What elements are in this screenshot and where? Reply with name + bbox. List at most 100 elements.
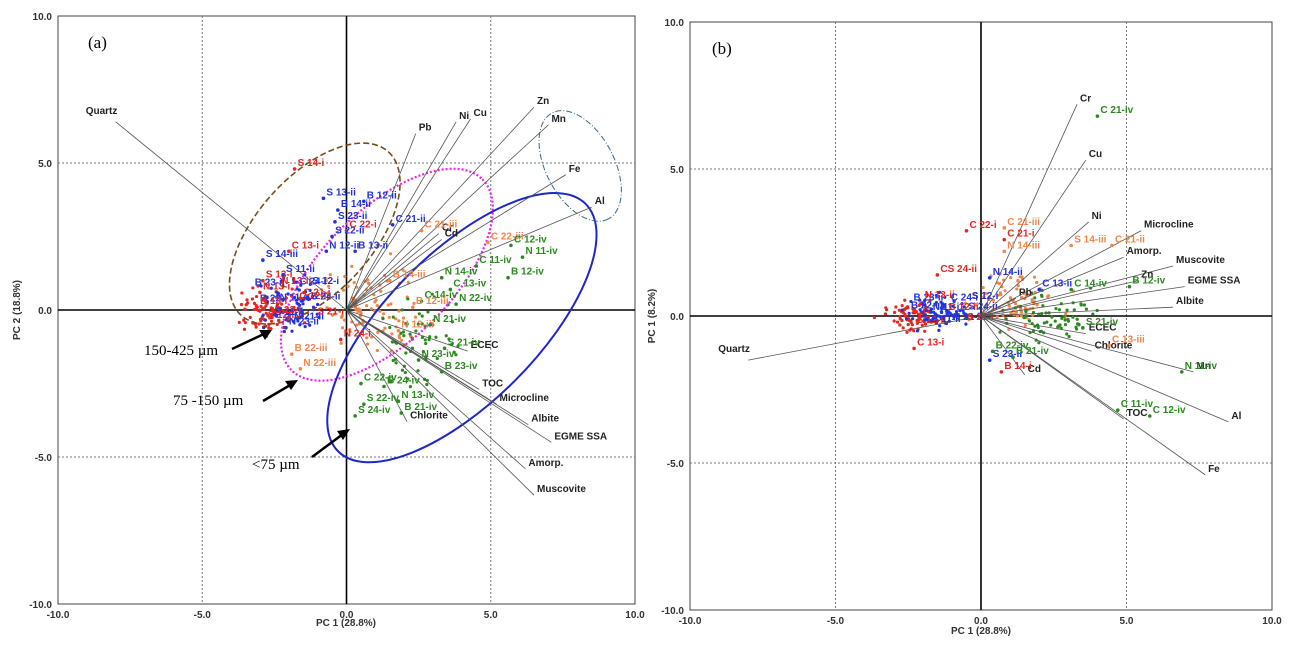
score-point: [917, 303, 921, 307]
score-point: [400, 368, 405, 372]
loading-label: EGME SSA: [1188, 276, 1241, 287]
loading-label: TOC: [482, 378, 503, 389]
score-point: [272, 313, 277, 317]
score-point: [905, 330, 909, 334]
score-point: [426, 310, 430, 314]
score-marker: [439, 370, 444, 374]
loading-label: Quartz: [86, 106, 118, 117]
score-label: S 21-iv: [1086, 317, 1119, 328]
score-point: [945, 312, 949, 316]
loading-label: Albite: [1176, 296, 1204, 307]
score-point: [1024, 309, 1028, 313]
score-point: [1009, 276, 1013, 280]
annotation-lt75-arrow: [311, 432, 344, 459]
score-point: [964, 322, 968, 326]
score-label: C 13-i: [292, 240, 319, 251]
score-point: [239, 302, 244, 307]
y-tick-label: 5.0: [670, 165, 684, 176]
score-point: [264, 311, 268, 315]
score-point: [1076, 322, 1080, 326]
score-marker: [387, 278, 392, 283]
score-point: [983, 291, 988, 296]
score-point: [298, 323, 302, 327]
loading-label: Chlorite: [410, 411, 448, 422]
score-point: [1003, 289, 1007, 293]
score-point: [242, 318, 246, 322]
score-point: [1030, 298, 1034, 302]
x-tick-label: 5.0: [484, 610, 498, 621]
x-tick-label: 10.0: [1262, 616, 1282, 627]
score-label: B 14-ii: [341, 199, 371, 210]
score-point: [1049, 323, 1053, 327]
score-point: [406, 280, 410, 284]
score-point: [406, 377, 410, 381]
score-point: [294, 298, 299, 302]
score-point: [290, 329, 294, 333]
score-label: S 22-ii: [335, 226, 365, 237]
score-point: [892, 310, 897, 315]
score-marker: [454, 302, 458, 306]
score-point: [928, 309, 933, 313]
score-point: [943, 295, 947, 299]
score-point: [892, 319, 896, 323]
loading-vector: [346, 124, 549, 311]
y-tick-label: 0.0: [38, 306, 52, 317]
score-point: [408, 332, 412, 336]
score-marker: [284, 325, 288, 330]
score-point: [401, 330, 405, 334]
score-point: [1074, 325, 1078, 329]
score-point: [1082, 303, 1087, 307]
score-label: N 13-iv: [401, 390, 434, 401]
loading-vector: [748, 315, 982, 361]
loading-vector: [346, 206, 592, 311]
score-point: [298, 308, 302, 312]
panel-a-tick-labels: -10.0-10.0 -5.0 -5.0 0.0 0.0 5.0 5.0 10.0 10.0: [29, 12, 645, 621]
score-point: [428, 335, 432, 339]
loading-vector: [980, 315, 1206, 476]
loading-vector: [980, 315, 1194, 373]
score-label: N 14-iii: [1007, 240, 1040, 251]
score-marker: [999, 370, 1004, 374]
score-point: [456, 344, 460, 348]
loading-label: Ni: [459, 111, 469, 122]
score-point: [427, 338, 431, 342]
score-marker: [1069, 287, 1074, 292]
score-label: N 13-i: [263, 281, 290, 292]
x-tick-label: 10.0: [625, 610, 645, 621]
score-point: [1016, 278, 1020, 283]
score-marker: [419, 299, 424, 304]
score-point: [1037, 341, 1041, 345]
score-point: [333, 312, 337, 316]
score-label-clutter: N 11-i: [933, 302, 960, 313]
score-point: [291, 276, 296, 281]
score-point: [981, 285, 985, 290]
score-label: B 22-iii: [295, 343, 328, 354]
score-label: C 22-i: [969, 220, 996, 231]
loading-label: Quartz: [718, 344, 750, 355]
score-point: [276, 293, 280, 297]
loading-vector: [980, 265, 1174, 317]
ellipse-150-425: [228, 142, 401, 325]
score-label-clutter: S 12-i: [312, 276, 339, 287]
score-point: [342, 318, 347, 322]
score-point: [259, 304, 263, 309]
score-point: [1036, 325, 1040, 330]
loading-label: Cd: [445, 228, 458, 239]
score-point: [394, 317, 398, 321]
score-point: [412, 301, 416, 306]
score-point: [952, 299, 956, 303]
score-point: [387, 315, 391, 319]
loading-vector: [346, 309, 552, 443]
score-point: [341, 288, 346, 292]
score-label: S 13-ii: [326, 187, 356, 198]
y-tick-label: 5.0: [38, 159, 52, 170]
annotation-lt75-arrowhead: [337, 429, 350, 440]
score-label: N 24-i: [344, 328, 371, 339]
score-label: S 13-i: [266, 270, 293, 281]
score-point: [288, 313, 292, 317]
score-label-clutter: C 12-ii: [949, 302, 979, 313]
score-marker: [419, 228, 424, 233]
score-point: [918, 308, 922, 312]
score-point: [284, 296, 288, 300]
